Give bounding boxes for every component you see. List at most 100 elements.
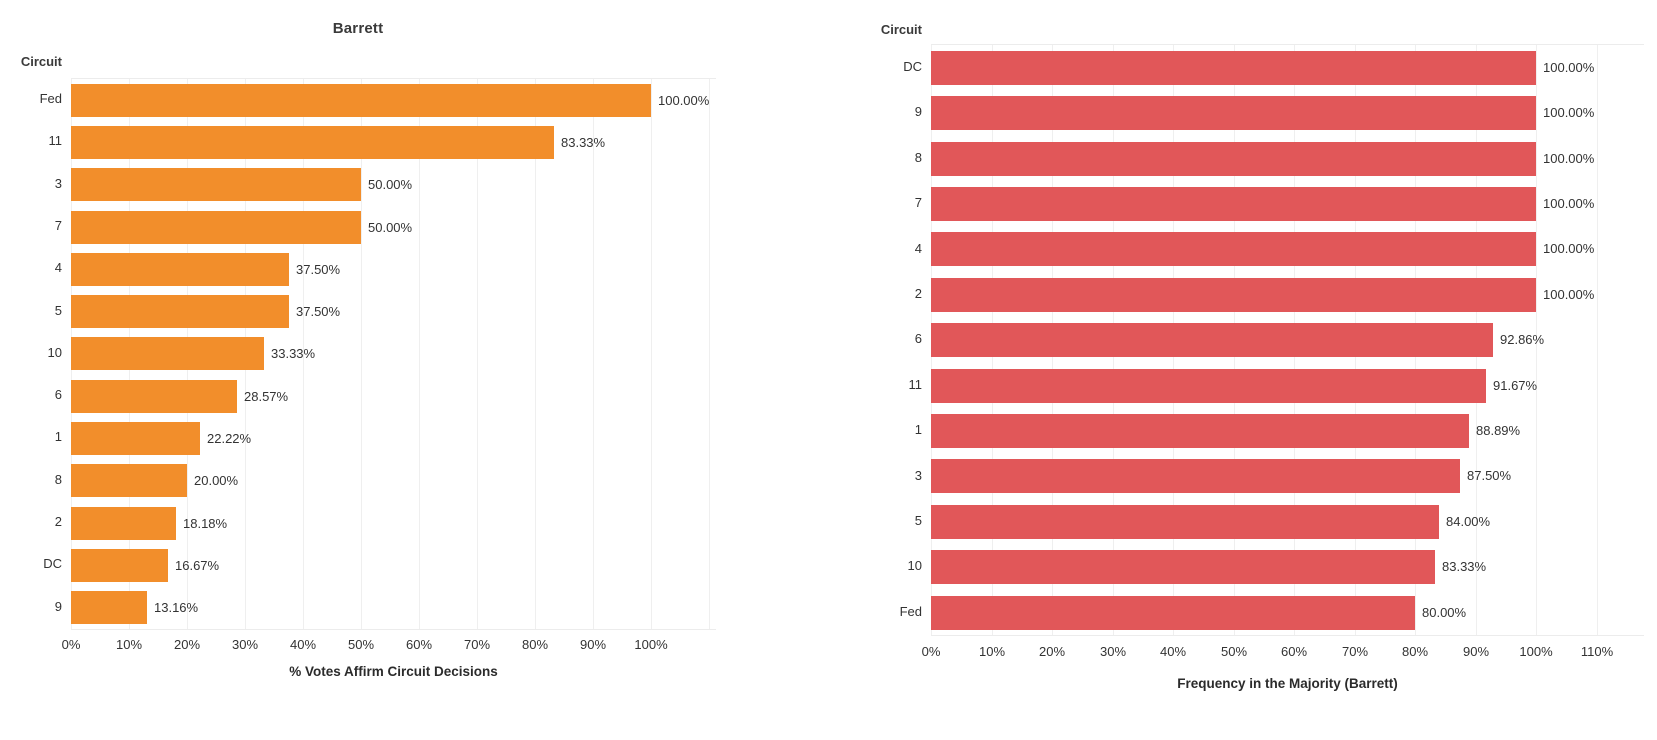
x-tick-label: 50% (1220, 644, 1248, 659)
x-axis-title: % Votes Affirm Circuit Decisions (289, 664, 498, 679)
gridline (1536, 45, 1537, 635)
x-axis-title: Frequency in the Majority (Barrett) (1177, 676, 1398, 691)
category-label: 1 (54, 429, 62, 444)
category-label: DC (43, 556, 62, 571)
bar[interactable] (71, 464, 187, 497)
plot-area: 100.00% 100.00% 100.00% 100.00% 100.00% 100.0… (931, 44, 1644, 636)
category-axis: DC 9 8 7 4 2 6 11 1 3 5 10 Fed (790, 44, 922, 634)
bar-value-label: 50.00% (368, 220, 413, 235)
x-tick-label: 50% (347, 637, 375, 652)
bar[interactable] (931, 187, 1536, 221)
bar-value-label: 16.67% (175, 558, 220, 573)
gridline (593, 79, 594, 629)
category-label: 4 (54, 260, 62, 275)
bar[interactable] (71, 211, 361, 244)
bar-value-label: 87.50% (1467, 468, 1512, 483)
category-label: 6 (54, 387, 62, 402)
x-tick-label: 70% (1341, 644, 1369, 659)
affirm-rate-chart: Barrett Circuit Fed 11 3 7 4 5 10 6 1 8 2 DC 9 100.0… (0, 0, 770, 740)
category-label: 8 (54, 472, 62, 487)
category-label: 8 (914, 150, 922, 165)
bar[interactable] (71, 337, 264, 370)
gridline (303, 79, 304, 629)
bar[interactable] (931, 596, 1415, 630)
bar[interactable] (931, 459, 1460, 493)
category-label: 11 (908, 377, 923, 392)
category-label: 3 (914, 468, 922, 483)
gridline (1597, 45, 1598, 635)
bar-value-label: 13.16% (154, 600, 199, 615)
bar[interactable] (71, 126, 554, 159)
category-label: 1 (914, 422, 922, 437)
bar[interactable] (931, 142, 1536, 176)
bar-value-label: 100.00% (1543, 151, 1595, 166)
bar-value-label: 50.00% (368, 177, 413, 192)
bar-value-label: 100.00% (658, 93, 710, 108)
plot-area: 100.00% 83.33% 50.00% 50.00% 37.50% 37.50% 33.… (71, 78, 716, 630)
bar-value-label: 100.00% (1543, 60, 1595, 75)
bar-value-label: 83.33% (1442, 559, 1487, 574)
bar-value-label: 83.33% (561, 135, 606, 150)
category-label: 5 (54, 303, 62, 318)
bar[interactable] (71, 507, 176, 540)
circuit-column-header: Circuit (20, 54, 62, 69)
bar[interactable] (931, 51, 1536, 85)
bar[interactable] (71, 253, 289, 286)
bar[interactable] (931, 232, 1536, 266)
x-tick-label: 90% (579, 637, 607, 652)
category-label: 4 (914, 241, 922, 256)
bar[interactable] (931, 369, 1486, 403)
category-label: 9 (914, 104, 922, 119)
category-label: 3 (54, 176, 62, 191)
category-label: 7 (54, 218, 62, 233)
bar-value-label: 18.18% (183, 516, 228, 531)
x-tick-label: 100% (1519, 644, 1553, 659)
x-tick-label: 20% (1038, 644, 1066, 659)
bar[interactable] (71, 84, 651, 117)
bar-value-label: 92.86% (1500, 332, 1545, 347)
gridline (535, 79, 536, 629)
category-label: 10 (47, 345, 62, 360)
bar-value-label: 20.00% (194, 473, 239, 488)
bar[interactable] (931, 96, 1536, 130)
bar-value-label: 100.00% (1543, 287, 1595, 302)
bar[interactable] (931, 505, 1439, 539)
bar[interactable] (931, 414, 1469, 448)
x-tick-label: 10% (978, 644, 1006, 659)
x-tick-label: 60% (405, 637, 433, 652)
bar-value-label: 88.89% (1476, 423, 1521, 438)
bar[interactable] (931, 550, 1435, 584)
bar-value-label: 22.22% (207, 431, 252, 446)
bar-value-label: 84.00% (1446, 514, 1491, 529)
bar[interactable] (71, 380, 237, 413)
gridline (709, 79, 710, 629)
category-label: 9 (54, 599, 62, 614)
circuit-column-header: Circuit (880, 22, 922, 37)
bar-value-label: 80.00% (1422, 605, 1467, 620)
category-label: Fed (899, 604, 922, 619)
gridline (477, 79, 478, 629)
bar-value-label: 33.33% (271, 346, 316, 361)
bar[interactable] (71, 549, 168, 582)
x-tick-label: 40% (289, 637, 317, 652)
bar[interactable] (931, 323, 1493, 357)
bar[interactable] (71, 422, 200, 455)
x-tick-label: 10% (115, 637, 143, 652)
bar[interactable] (71, 591, 147, 624)
category-label: 2 (914, 286, 922, 301)
category-label: 10 (907, 558, 922, 573)
gridline (361, 79, 362, 629)
bar[interactable] (71, 168, 361, 201)
bar-value-label: 91.67% (1493, 378, 1538, 393)
bar-value-label: 37.50% (296, 262, 341, 277)
bar[interactable] (931, 278, 1536, 312)
category-label: 6 (914, 331, 922, 346)
category-label: DC (903, 59, 922, 74)
bar-value-label: 100.00% (1543, 105, 1595, 120)
bar[interactable] (71, 295, 289, 328)
x-tick-label: 20% (173, 637, 201, 652)
x-tick-label: 40% (1159, 644, 1187, 659)
category-label: 7 (914, 195, 922, 210)
category-label: 5 (914, 513, 922, 528)
